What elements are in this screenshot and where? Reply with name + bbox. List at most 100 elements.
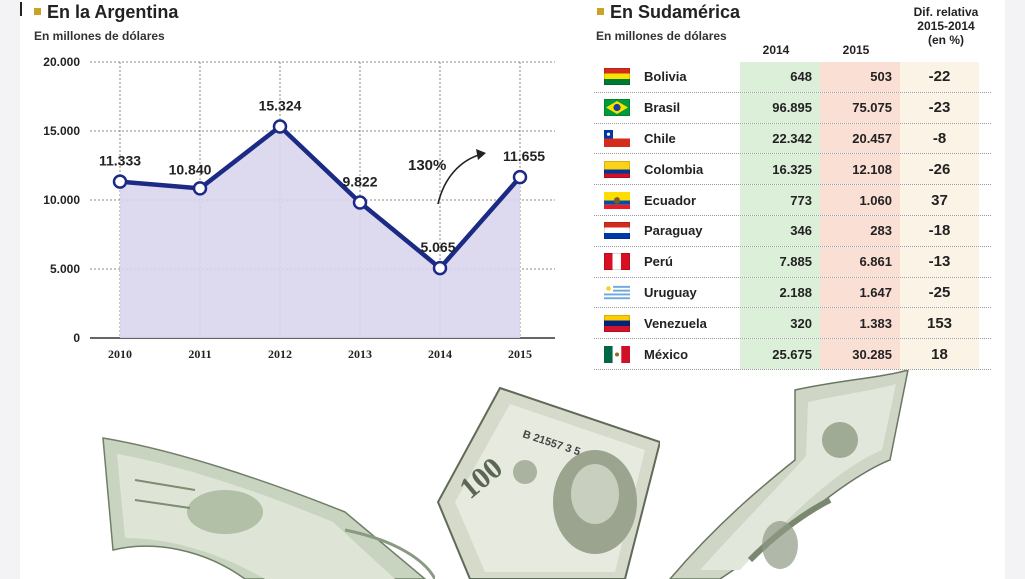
table-row: México 25.675 30.285 18 (594, 339, 991, 370)
country-name: Paraguay (644, 223, 703, 239)
table-row: Perú 7.885 6.861 -13 (594, 246, 991, 278)
data-point (352, 195, 368, 210)
relative-diff: 153 (900, 308, 979, 339)
country-name: Uruguay (644, 284, 697, 300)
data-label: 5.065 (420, 239, 455, 255)
argentina-title: En la Argentina (34, 2, 178, 23)
chile-flag-icon (604, 129, 630, 147)
brazil-flag-icon (604, 99, 630, 117)
label-layer: 11.333 10.840 15.324 9.822 5.065 11.655 (99, 98, 545, 256)
data-label: 15.324 (259, 98, 302, 114)
series-area (120, 126, 520, 338)
argentina-line-chart: 0 5.000 10.000 15.000 20.000 2010 2011 2012 2013… (43, 55, 555, 361)
x-tick-label: 2015 (508, 347, 532, 361)
edge-mark (20, 2, 22, 16)
data-point (432, 260, 448, 276)
argentina-title-text: En la Argentina (47, 2, 179, 22)
country-name: Ecuador (644, 192, 697, 208)
table-row: Colombia 16.325 12.108 -26 (594, 154, 991, 186)
data-point (112, 174, 128, 189)
y-tick-label: 5.000 (50, 262, 80, 276)
country-name: Bolivia (644, 69, 687, 85)
banknote-left-image (102, 437, 435, 579)
country-name: México (644, 346, 689, 362)
series-line (119, 124, 522, 271)
relative-diff: -22 (900, 62, 979, 92)
value-2015: 1.383 (820, 308, 900, 339)
value-2014: 7.885 (740, 246, 820, 277)
x-tick-label: 2012 (268, 347, 292, 361)
curved-arrow-icon (437, 153, 483, 205)
x-tick-label: 2010 (108, 347, 132, 361)
value-2014: 648 (740, 62, 820, 92)
value-2014: 2.188 (740, 277, 820, 308)
venezuela-flag-icon (604, 314, 630, 332)
uruguay-flag-icon (604, 283, 630, 301)
sudamerica-table: Bolivia 648 503 -22 Brasil 96.895 75.075… (594, 62, 991, 370)
relative-diff: -13 (900, 246, 979, 277)
country-name: Brasil (644, 100, 681, 116)
y-tick-label: 10.000 (43, 193, 80, 207)
y-tick-label: 15.000 (43, 124, 80, 138)
data-point (192, 181, 208, 196)
col-header-dif-line3: (en %) (928, 33, 964, 47)
table-row: Chile 22.342 20.457 -8 (594, 123, 991, 155)
banknote-center-image: B 21557 3 5 100 (436, 386, 660, 579)
country-name: Venezuela (644, 315, 707, 331)
value-2014: 320 (740, 308, 820, 339)
value-2015: 30.285 (820, 339, 900, 369)
country-name: Colombia (644, 161, 704, 177)
value-2014: 25.675 (740, 339, 820, 369)
grid-layer: 0 5.000 10.000 15.000 20.000 2010 2011 2012 2013… (43, 55, 555, 361)
value-2015: 75.075 (820, 92, 900, 123)
bullet-square-icon (34, 8, 41, 15)
data-label: 11.655 (503, 148, 545, 164)
annotation-layer: 130% (408, 149, 486, 205)
value-2014: 22.342 (740, 123, 820, 154)
sudamerica-title: En Sudamérica (597, 2, 740, 23)
country-name: Chile (644, 130, 676, 146)
ecuador-flag-icon (604, 191, 630, 209)
table-row: Uruguay 2.188 1.647 -25 (594, 277, 991, 309)
growth-annotation: 130% (408, 157, 446, 174)
value-2015: 283 (820, 215, 900, 246)
value-2015: 1.647 (820, 277, 900, 308)
data-point (512, 169, 528, 185)
relative-diff: -8 (900, 123, 979, 154)
x-tick-label: 2013 (348, 347, 372, 361)
peru-flag-icon (604, 253, 630, 271)
value-2015: 1.060 (820, 185, 900, 215)
col-header-dif-line2: 2015-2014 (917, 19, 975, 33)
sudamerica-title-text: En Sudamérica (610, 2, 741, 22)
col-header-2015: 2015 (842, 43, 870, 57)
table-row: Paraguay 346 283 -18 (594, 215, 991, 247)
relative-diff: -18 (900, 215, 979, 246)
value-2015: 20.457 (820, 123, 900, 154)
banknote-right-image (669, 370, 909, 579)
value-2015: 6.861 (820, 246, 900, 277)
value-2014: 16.325 (740, 154, 820, 185)
argentina-subtitle: En millones de dólares (34, 29, 165, 43)
data-label: 9.822 (342, 173, 377, 189)
country-name: Perú (644, 254, 673, 270)
y-tick-label: 0 (73, 331, 80, 345)
sudamerica-subtitle: En millones de dólares (596, 29, 727, 43)
value-2015: 12.108 (820, 154, 900, 185)
bolivia-flag-icon (604, 68, 630, 86)
relative-diff: 18 (900, 339, 979, 369)
table-row: Ecuador 773 1.060 37 (594, 185, 991, 216)
line-layer (112, 119, 528, 276)
relative-diff: -23 (900, 92, 979, 123)
table-row: Venezuela 320 1.383 153 (594, 308, 991, 340)
data-label: 11.333 (99, 153, 141, 169)
colombia-flag-icon (604, 160, 630, 178)
table-row: Bolivia 648 503 -22 (594, 62, 991, 93)
mexico-flag-icon (604, 345, 630, 363)
col-header-dif-line1: Dif. relativa (913, 5, 979, 19)
arrow-head-icon (476, 149, 486, 160)
value-2014: 346 (740, 215, 820, 246)
col-header-2014: 2014 (762, 43, 790, 57)
relative-diff: -25 (900, 277, 979, 308)
x-tick-label: 2011 (188, 347, 211, 361)
value-2014: 96.895 (740, 92, 820, 123)
